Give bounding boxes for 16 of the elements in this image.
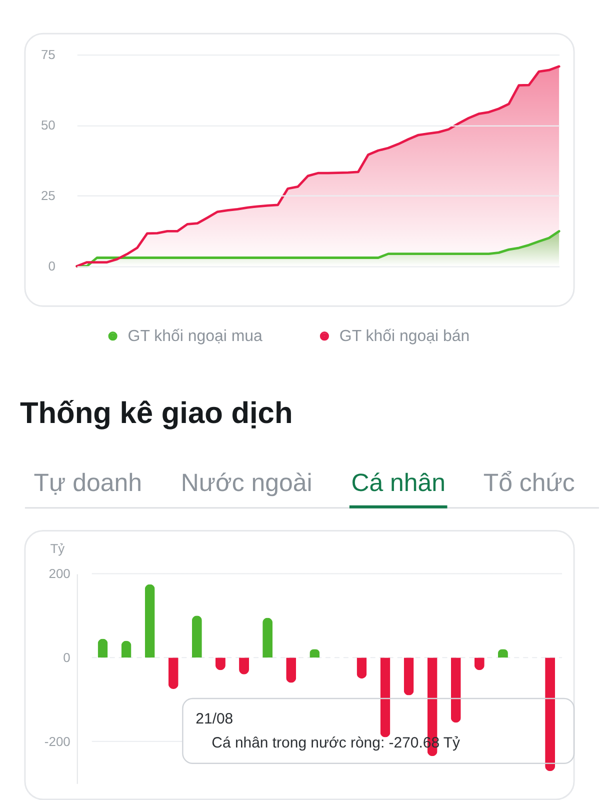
- legend-label: GT khối ngoại bán: [339, 328, 470, 346]
- category-label: Tự doanh: [34, 468, 142, 497]
- category-label: Nước ngoài: [180, 468, 312, 497]
- text: Thống kê giao dịch: [20, 396, 293, 430]
- y-tick-label: 75: [40, 47, 56, 62]
- y-tick-label: -200: [44, 734, 70, 749]
- y-axis-title: Tỷ: [50, 541, 66, 556]
- category-label: Cá nhân: [351, 468, 446, 497]
- y-tick-label: 50: [40, 118, 56, 133]
- y-tick-label: 0: [63, 650, 70, 666]
- legend-label: GT khối ngoại mua: [128, 328, 263, 346]
- annotation: 21/08: [196, 710, 234, 728]
- y-tick-label: 0: [48, 258, 56, 274]
- y-tick-label: 25: [40, 188, 56, 204]
- y-tick-label: 200: [48, 566, 70, 582]
- category-label: Tổ chức: [483, 468, 575, 497]
